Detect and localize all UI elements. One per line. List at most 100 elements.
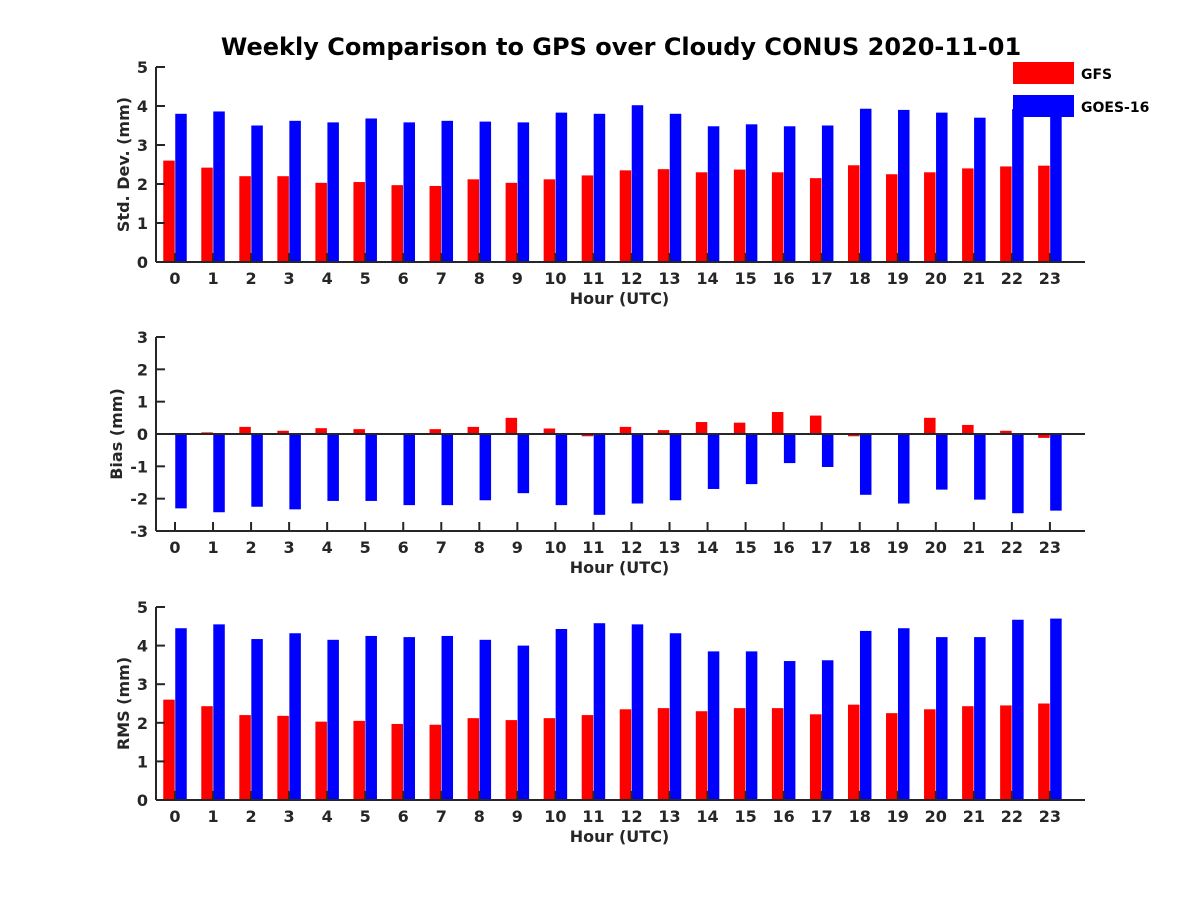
bar-gfs-22 [1000, 166, 1012, 262]
bar-gfs-18 [847, 434, 860, 437]
bar-goes16-14 [707, 126, 720, 262]
x-tick-label: 23 [1039, 807, 1061, 826]
x-tick-label: 13 [658, 269, 680, 288]
x-tick-label: 15 [734, 807, 756, 826]
x-tick-label: 18 [849, 807, 871, 826]
bar-gfs-3 [277, 715, 289, 800]
bar-goes16-10 [555, 112, 568, 262]
x-tick-label: 0 [169, 807, 180, 826]
y-tick-label: 0 [137, 425, 148, 444]
bar-goes16-7 [441, 120, 454, 262]
bar-goes16-21 [974, 637, 986, 800]
bar-goes16-15 [745, 434, 758, 485]
bar-gfs-7 [429, 185, 442, 262]
bar-gfs-18 [847, 165, 860, 262]
bar-gfs-22 [1000, 705, 1012, 800]
bar-gfs-13 [657, 169, 670, 262]
x-tick-label: 12 [620, 538, 642, 557]
bar-gfs-10 [543, 718, 556, 800]
x-tick-label: 7 [436, 807, 447, 826]
bar-gfs-23 [1038, 165, 1050, 262]
bar-goes16-11 [593, 113, 606, 262]
bar-gfs-9 [505, 182, 518, 262]
x-tick-label: 2 [246, 269, 257, 288]
y-tick-label: 1 [137, 752, 148, 771]
x-tick-label: 16 [773, 538, 795, 557]
x-tick-label: 4 [322, 538, 333, 557]
bar-gfs-21 [962, 168, 974, 262]
y-tick-label: 5 [137, 598, 148, 617]
bar-gfs-12 [619, 709, 632, 800]
legend-label-gfs: GFS [1081, 67, 1112, 83]
bar-goes16-9 [517, 434, 530, 494]
chart-title: Weekly Comparison to GPS over Cloudy CON… [221, 33, 1021, 61]
x-tick-label: 1 [207, 807, 218, 826]
x-tick-label: 13 [658, 807, 680, 826]
x-tick-label: 7 [436, 538, 447, 557]
bar-goes16-5 [365, 434, 377, 501]
bar-gfs-14 [695, 172, 708, 262]
bar-gfs-2 [239, 715, 251, 800]
x-tick-label: 17 [811, 269, 833, 288]
bar-gfs-9 [505, 417, 518, 434]
bar-gfs-5 [353, 182, 365, 262]
bar-goes16-11 [593, 623, 606, 800]
x-tick-label: 15 [734, 269, 756, 288]
x-tick-label: 3 [284, 269, 295, 288]
bar-goes16-5 [365, 118, 377, 262]
x-tick-label: 12 [620, 269, 642, 288]
y-tick-label: 2 [137, 714, 148, 733]
bar-goes16-6 [403, 637, 415, 800]
bar-goes16-1 [213, 624, 225, 800]
x-tick-label: 20 [925, 269, 947, 288]
bar-goes16-3 [289, 120, 301, 262]
bar-gfs-11 [581, 175, 594, 262]
bar-goes16-6 [403, 122, 415, 262]
bar-goes16-23 [1050, 434, 1062, 511]
bar-goes16-10 [555, 629, 568, 800]
bar-gfs-10 [543, 428, 556, 434]
y-tick-label: 2 [137, 360, 148, 379]
x-tick-label: 20 [925, 807, 947, 826]
bar-gfs-4 [315, 182, 327, 262]
bar-goes16-13 [669, 633, 682, 800]
bar-gfs-15 [733, 169, 746, 262]
bar-goes16-21 [974, 117, 986, 262]
bar-gfs-8 [467, 179, 480, 262]
bar-gfs-23 [1038, 434, 1050, 438]
bar-goes16-4 [327, 639, 339, 800]
x-tick-label: 19 [887, 269, 909, 288]
bar-goes16-2 [251, 125, 263, 262]
bar-gfs-3 [277, 176, 289, 262]
bar-gfs-12 [619, 170, 632, 262]
bar-gfs-14 [695, 422, 708, 434]
bar-gfs-4 [315, 721, 327, 800]
x-tick-label: 16 [773, 269, 795, 288]
legend-swatch-gfs [1013, 62, 1074, 84]
bar-gfs-18 [847, 704, 860, 800]
y-axis-label: RMS (mm) [114, 657, 133, 750]
x-axis-label: Hour (UTC) [570, 827, 670, 846]
y-tick-label: -1 [130, 457, 148, 476]
x-tick-label: 19 [887, 807, 909, 826]
bar-gfs-20 [924, 709, 936, 800]
bar-goes16-15 [745, 124, 758, 262]
x-tick-label: 7 [436, 269, 447, 288]
x-axis-label: Hour (UTC) [570, 289, 670, 308]
y-tick-label: 0 [137, 253, 148, 272]
x-tick-label: 1 [207, 269, 218, 288]
bar-gfs-15 [733, 422, 746, 434]
bar-gfs-13 [657, 430, 670, 434]
x-tick-label: 9 [512, 269, 523, 288]
bar-goes16-17 [821, 660, 834, 800]
bar-goes16-0 [175, 628, 187, 800]
x-axis-label: Hour (UTC) [570, 558, 670, 577]
y-tick-label: 4 [137, 637, 148, 656]
x-tick-label: 2 [246, 538, 257, 557]
x-tick-label: 18 [849, 538, 871, 557]
bar-gfs-13 [657, 708, 670, 800]
bar-gfs-21 [962, 706, 974, 800]
bar-goes16-19 [898, 628, 910, 800]
